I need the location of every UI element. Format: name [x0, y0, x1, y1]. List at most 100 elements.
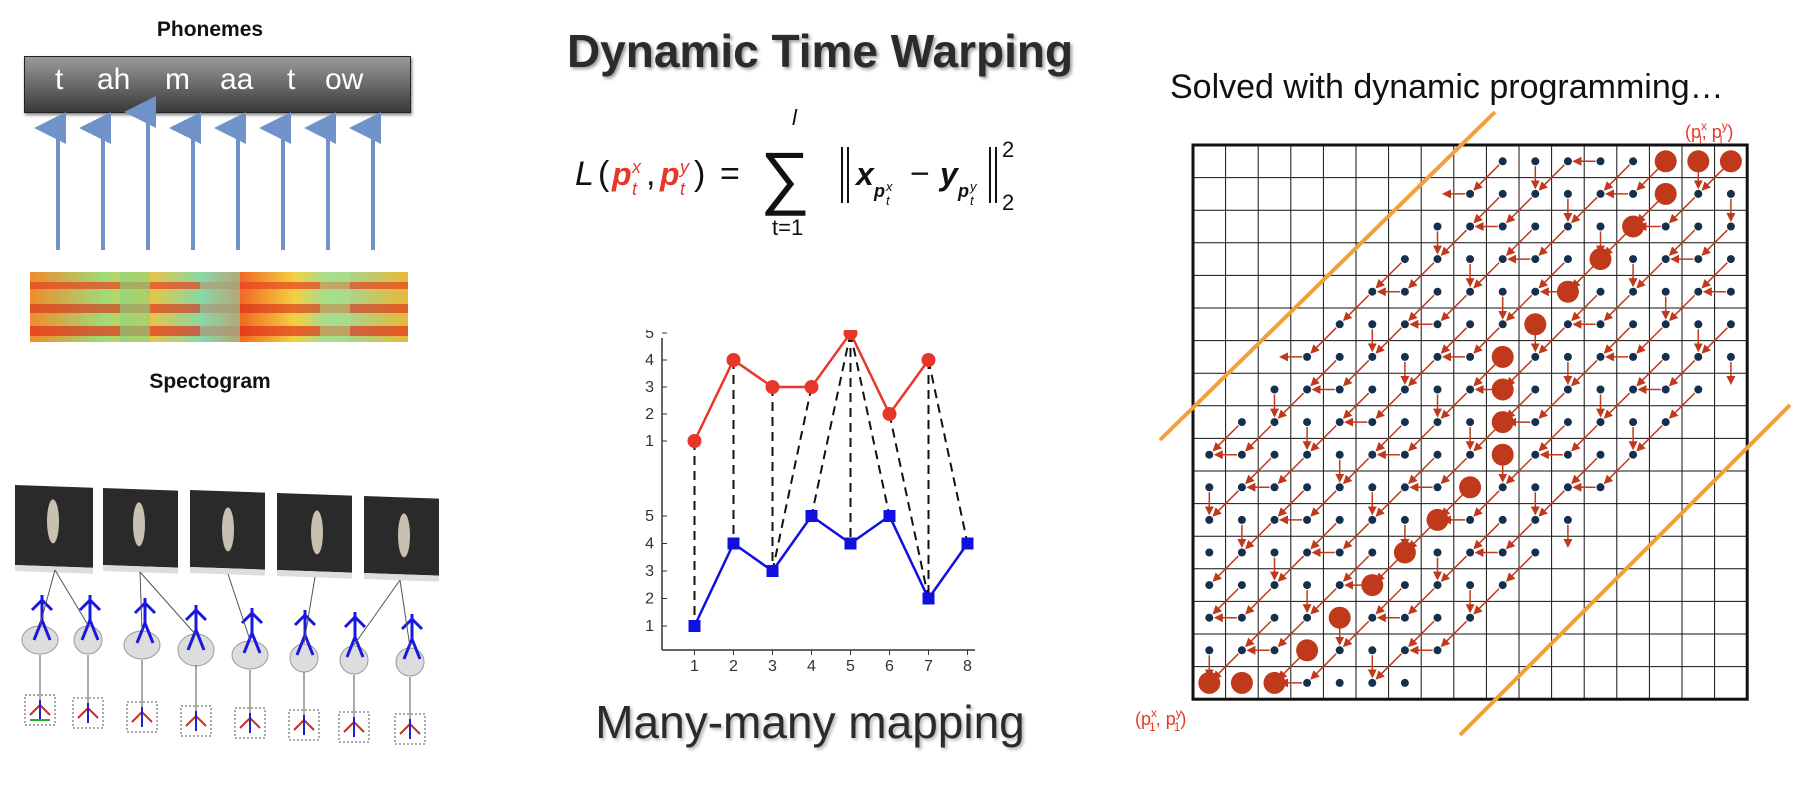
svg-text:x: x — [885, 179, 893, 194]
dp-arrow — [1408, 457, 1435, 485]
dp-dot — [1368, 450, 1377, 459]
dp-dot — [1531, 222, 1540, 231]
series-point-red — [687, 434, 702, 448]
dp-dot — [1466, 320, 1475, 329]
dp-arrow — [1342, 392, 1370, 419]
dp-dot — [1629, 287, 1638, 296]
dp-dot — [1498, 581, 1507, 590]
svg-text:t=1: t=1 — [772, 215, 803, 240]
phoneme-label: t — [287, 63, 296, 96]
dp-arrow — [1473, 522, 1500, 550]
dp-dot — [1531, 157, 1540, 166]
dp-dot — [1498, 515, 1507, 524]
left-illustrations — [15, 96, 439, 745]
series-point-blue — [883, 510, 896, 522]
dp-dot — [1466, 450, 1475, 459]
phoneme-bar: t ah m aa t ow — [24, 56, 411, 113]
dp-arrow — [1245, 588, 1272, 615]
dp-dots — [1205, 157, 1735, 687]
dp-arrow — [1310, 653, 1337, 680]
dp-dot — [1335, 646, 1344, 655]
dp-dot — [1303, 548, 1312, 557]
dp-dot — [1563, 418, 1572, 427]
dp-dot — [1400, 678, 1409, 687]
dp-dot — [1531, 352, 1540, 361]
dp-dot — [1531, 385, 1540, 394]
dp-dot — [1596, 157, 1605, 166]
dp-arrow — [1408, 294, 1435, 322]
series-point-red — [921, 353, 936, 367]
svg-text:,: , — [646, 155, 655, 193]
dp-dot — [1726, 320, 1735, 329]
dp-arrow — [1603, 392, 1631, 419]
dp-dot — [1563, 189, 1572, 198]
svg-text:p: p — [873, 181, 885, 201]
dp-dot — [1596, 189, 1605, 198]
dp-arrow — [1277, 620, 1305, 648]
dp-dot — [1400, 483, 1409, 492]
svg-text:y: y — [938, 156, 960, 192]
dp-grid-diagram: (px l, py l ) (px 1, py 1) — [1135, 110, 1792, 737]
dp-arrow — [1505, 555, 1533, 582]
chart-tick-labels: 1 2 3 4 5 6 7 8 1 2 3 4 5 1 2 3 4 5 — [645, 330, 972, 675]
path-node — [1198, 671, 1221, 694]
dp-dot — [1433, 646, 1442, 655]
dp-arrow — [1277, 555, 1305, 582]
dp-dot — [1368, 352, 1377, 361]
svg-text:x: x — [854, 156, 875, 192]
dp-arrow — [1571, 425, 1598, 452]
dp-dot — [1433, 548, 1442, 557]
dp-dot — [1270, 646, 1279, 655]
dp-dot — [1596, 483, 1605, 492]
dp-arrow — [1636, 359, 1663, 387]
dp-arrow — [1473, 327, 1500, 354]
dp-dot — [1433, 287, 1442, 296]
dp-dot — [1237, 418, 1246, 427]
dp-dot — [1498, 548, 1507, 557]
svg-text:t: t — [970, 193, 975, 208]
formula-lhs: L — [575, 155, 594, 193]
series-point-blue — [727, 537, 740, 550]
dp-dot — [1368, 678, 1377, 687]
dp-arrow — [1538, 164, 1565, 191]
svg-text:t: t — [886, 193, 891, 208]
dp-arrow — [1342, 294, 1370, 322]
dp-dot — [1466, 385, 1475, 394]
dp-arrow — [1440, 294, 1468, 322]
dp-arrow — [1701, 327, 1728, 354]
svg-text:(pxl, pyl ): (px l, py l ) — [1685, 119, 1733, 147]
upward-arrows — [34, 96, 381, 250]
x-tick-label: 6 — [885, 658, 894, 675]
chart-series — [687, 330, 974, 632]
dp-dot — [1400, 515, 1409, 524]
dp-dot — [1270, 548, 1279, 557]
x-tick-label: 2 — [729, 658, 738, 675]
y-tick-label-lower: 3 — [645, 563, 654, 580]
dp-dot — [1498, 287, 1507, 296]
dp-arrow — [1245, 425, 1272, 452]
dp-dot — [1400, 613, 1409, 622]
dp-arrow — [1408, 359, 1435, 387]
series-point-blue — [688, 620, 701, 632]
dp-dot — [1433, 352, 1442, 361]
dp-arrow — [1473, 490, 1500, 517]
svg-text:): ) — [694, 155, 705, 193]
connector-lines — [39, 569, 411, 722]
dp-arrow — [1375, 490, 1402, 517]
dp-dot — [1531, 450, 1540, 459]
dp-dot — [1270, 613, 1279, 622]
svg-text:y: y — [969, 179, 978, 194]
dp-arrow — [1245, 457, 1272, 485]
dp-dot — [1303, 483, 1312, 492]
path-node — [1459, 476, 1482, 499]
phoneme-label: ow — [325, 63, 364, 96]
main-title: Dynamic Time Warping — [566, 25, 1074, 77]
dp-arrow — [1538, 425, 1565, 452]
dp-dot — [1205, 483, 1214, 492]
dp-arrow — [1342, 555, 1370, 582]
dp-arrow — [1538, 490, 1565, 517]
y-tick-label-lower: 2 — [645, 591, 654, 608]
path-node — [1556, 280, 1579, 303]
dp-arrow — [1538, 229, 1565, 256]
dp-dot — [1466, 352, 1475, 361]
